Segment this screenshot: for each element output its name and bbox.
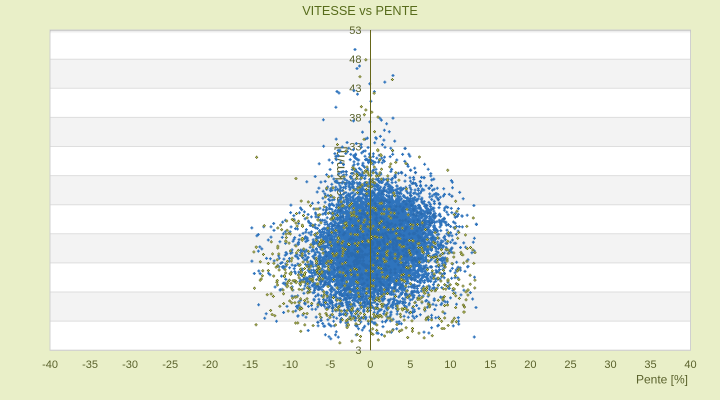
svg-text:3: 3 (355, 316, 361, 328)
svg-text:53: 53 (349, 25, 361, 37)
svg-text:30: 30 (604, 359, 616, 371)
svg-text:20: 20 (524, 359, 536, 371)
svg-text:3: 3 (355, 345, 361, 357)
svg-text:-30: -30 (122, 359, 138, 371)
svg-text:-20: -20 (202, 359, 218, 371)
svg-text:25: 25 (564, 359, 576, 371)
svg-text:35: 35 (644, 359, 656, 371)
svg-text:0: 0 (367, 359, 373, 371)
svg-text:5: 5 (407, 359, 413, 371)
svg-text:10: 10 (444, 359, 456, 371)
svg-text:38: 38 (349, 112, 361, 124)
svg-text:-15: -15 (242, 359, 258, 371)
svg-text:Pente [%]: Pente [%] (636, 373, 688, 387)
svg-text:-5: -5 (325, 359, 335, 371)
svg-text:15: 15 (484, 359, 496, 371)
svg-text:40: 40 (684, 359, 696, 371)
svg-text:VITESSE vs PENTE: VITESSE vs PENTE (302, 4, 418, 18)
svg-text:-40: -40 (42, 359, 58, 371)
svg-text:-10: -10 (282, 359, 298, 371)
svg-text:43: 43 (349, 83, 361, 95)
svg-text:-25: -25 (162, 359, 178, 371)
svg-text:48: 48 (349, 54, 361, 66)
svg-text:-35: -35 (82, 359, 98, 371)
